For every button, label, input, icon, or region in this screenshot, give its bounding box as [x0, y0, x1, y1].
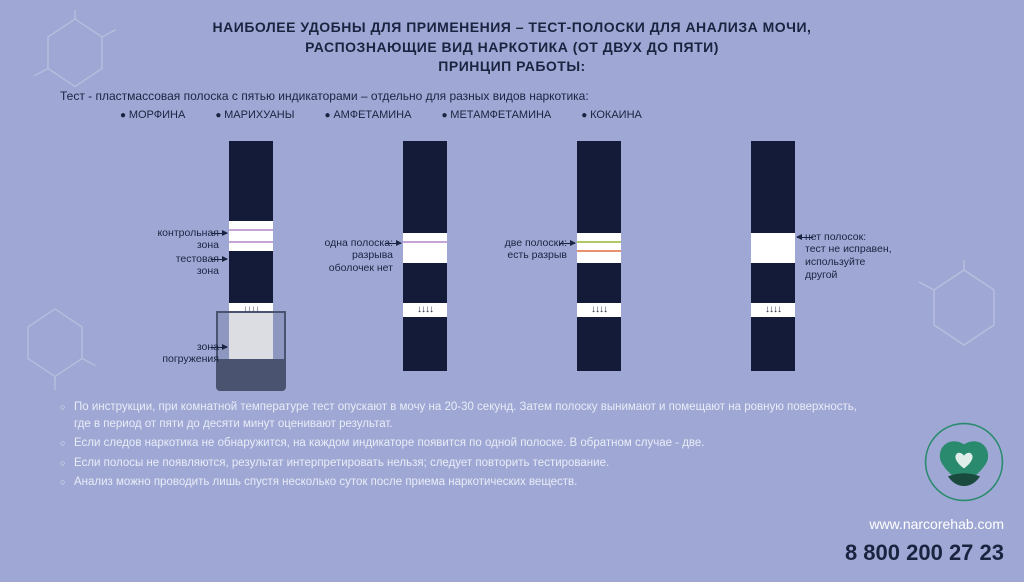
arrow-icon	[211, 347, 227, 348]
drug-item: КОКАИНА	[581, 109, 642, 121]
annotation: зонапогружения	[162, 341, 219, 366]
test-strip: ↓↓↓↓	[577, 141, 621, 371]
strip-reference: ↓↓↓↓контрольнаязонатестоваязоназонапогру…	[229, 141, 273, 371]
test-strip: ↓↓↓↓	[751, 141, 795, 371]
annotation: две полоски:есть разрыв	[505, 237, 567, 262]
instruction-item: Анализ можно проводить лишь спустя неско…	[60, 474, 864, 491]
phone-number: 8 800 200 27 23	[845, 540, 1004, 566]
logo	[924, 422, 1004, 502]
title-line1: НАИБОЛЕЕ УДОБНЫ ДЛЯ ПРИМЕНЕНИЯ – ТЕСТ-ПО…	[60, 18, 964, 38]
subheader: Тест - пластмассовая полоска с пятью инд…	[0, 85, 1024, 109]
sample-cup	[216, 311, 286, 391]
drug-item: МЕТАМФЕТАМИНА	[441, 109, 551, 121]
strip-two-lines: ↓↓↓↓две полоски:есть разрыв	[577, 141, 621, 371]
test-strip: ↓↓↓↓	[403, 141, 447, 371]
title: НАИБОЛЕЕ УДОБНЫ ДЛЯ ПРИМЕНЕНИЯ – ТЕСТ-ПО…	[0, 0, 1024, 85]
website-url: www.narcorehab.com	[869, 516, 1004, 532]
arrow-icon	[211, 259, 227, 260]
drug-item: АМФЕТАМИНА	[325, 109, 412, 121]
drug-item: МОРФИНА	[120, 109, 185, 121]
annotation: тестоваязона	[176, 253, 219, 278]
arrow-icon	[385, 243, 401, 244]
drug-item: МАРИХУАНЫ	[215, 109, 294, 121]
instruction-item: Если полосы не появляются, результат инт…	[60, 455, 864, 472]
strips-row: ↓↓↓↓ контрольнаязонатестоваязона зонапогру…	[0, 131, 1024, 391]
instruction-item: По инструкции, при комнатной температуре…	[60, 399, 864, 434]
strip-one-line: ↓↓↓↓одна полоска:разрываоболочек нет	[403, 141, 447, 371]
annotation: контрольнаязона	[157, 227, 219, 252]
instructions: По инструкции, при комнатной температуре…	[0, 391, 1024, 503]
instruction-item: Если следов наркотика не обнаружится, на…	[60, 435, 864, 452]
arrow-icon	[559, 243, 575, 244]
title-line3: ПРИНЦИП РАБОТЫ:	[60, 57, 964, 77]
annotation: одна полоска:разрываоболочек нет	[324, 237, 393, 275]
annotation: нет полосок:тест не исправен,используйте…	[805, 231, 892, 281]
molecule-decoration	[30, 10, 120, 100]
drug-list: МОРФИНА МАРИХУАНЫ АМФЕТАМИНА МЕТАМФЕТАМИНА К…	[0, 109, 1024, 131]
title-line2: РАСПОЗНАЮЩИЕ ВИД НАРКОТИКА (ОТ ДВУХ ДО П…	[60, 38, 964, 58]
arrow-icon	[211, 233, 227, 234]
strip-no-lines: ↓↓↓↓нет полосок:тест не исправен,использ…	[751, 141, 795, 371]
arrow-icon	[797, 237, 813, 238]
